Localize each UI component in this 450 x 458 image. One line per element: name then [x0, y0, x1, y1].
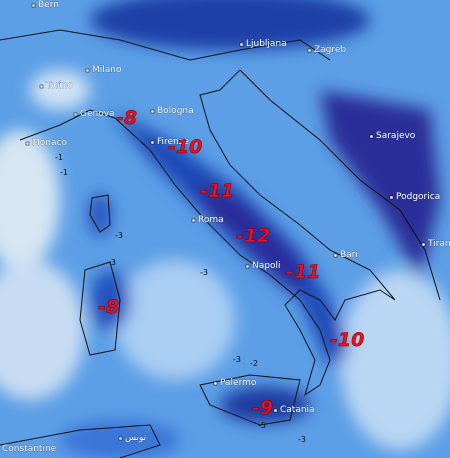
contour-label: -2 [250, 359, 258, 368]
city-dot [213, 381, 218, 386]
contour-label: -3 [115, 231, 123, 240]
city-label: Monaco [32, 138, 67, 148]
temperature-label: -11 [286, 261, 320, 283]
contour-label: -3 [298, 435, 306, 444]
temperature-label: -10 [330, 329, 364, 351]
city-label: Firenze [157, 137, 189, 147]
city-dot [31, 3, 36, 8]
temperature-label: -8 [98, 296, 119, 318]
city-dot [191, 218, 196, 223]
temperature-label: -10 [168, 136, 202, 158]
city-label: Palermo [220, 378, 257, 388]
city-dot [369, 134, 374, 139]
city-dot [307, 48, 312, 53]
city-dot [73, 112, 78, 117]
city-label: Podgorica [396, 192, 440, 202]
coastlines [0, 29, 441, 458]
contour-label: -1 [60, 168, 68, 177]
city-label: Napoli [252, 261, 280, 271]
city-label: Bari [340, 250, 358, 260]
city-dot [39, 84, 44, 89]
city-label: Milano [92, 65, 122, 75]
city-label: Bologna [157, 106, 194, 116]
contour-label: -3 [233, 355, 241, 364]
city-dot [239, 42, 244, 47]
city-label: Torino [45, 81, 73, 91]
temperature-label: -8 [116, 107, 137, 129]
city-dot [421, 242, 426, 247]
city-dot [25, 141, 30, 146]
city-dot [85, 68, 90, 73]
city-dot [273, 408, 278, 413]
temperature-label: -12 [236, 225, 270, 247]
city-label: Sarajevo [376, 131, 416, 141]
city-label: Tiran [427, 239, 450, 249]
city-label: Catania [280, 405, 315, 415]
city-label: Zagreb [314, 45, 346, 55]
city-label: Roma [198, 215, 224, 225]
city-label: Bern [38, 0, 59, 10]
city-dot [389, 195, 394, 200]
city-label: Ljubljana [246, 39, 287, 49]
city-dot [333, 253, 338, 258]
city-label: Constantine [2, 444, 57, 454]
contour-label: -3 [108, 258, 116, 267]
city-dot [150, 109, 155, 114]
city-dot [118, 436, 123, 441]
city-dot [245, 264, 250, 269]
contour-label: -3 [200, 268, 208, 277]
temperature-label: -9 [252, 397, 273, 419]
city-label: تونس [125, 433, 147, 443]
contour-label: -1 [55, 153, 63, 162]
temperature-label: -11 [200, 180, 234, 202]
city-dot [150, 140, 155, 145]
contour-label: -5 [258, 421, 266, 430]
city-label: Genova [80, 109, 115, 119]
